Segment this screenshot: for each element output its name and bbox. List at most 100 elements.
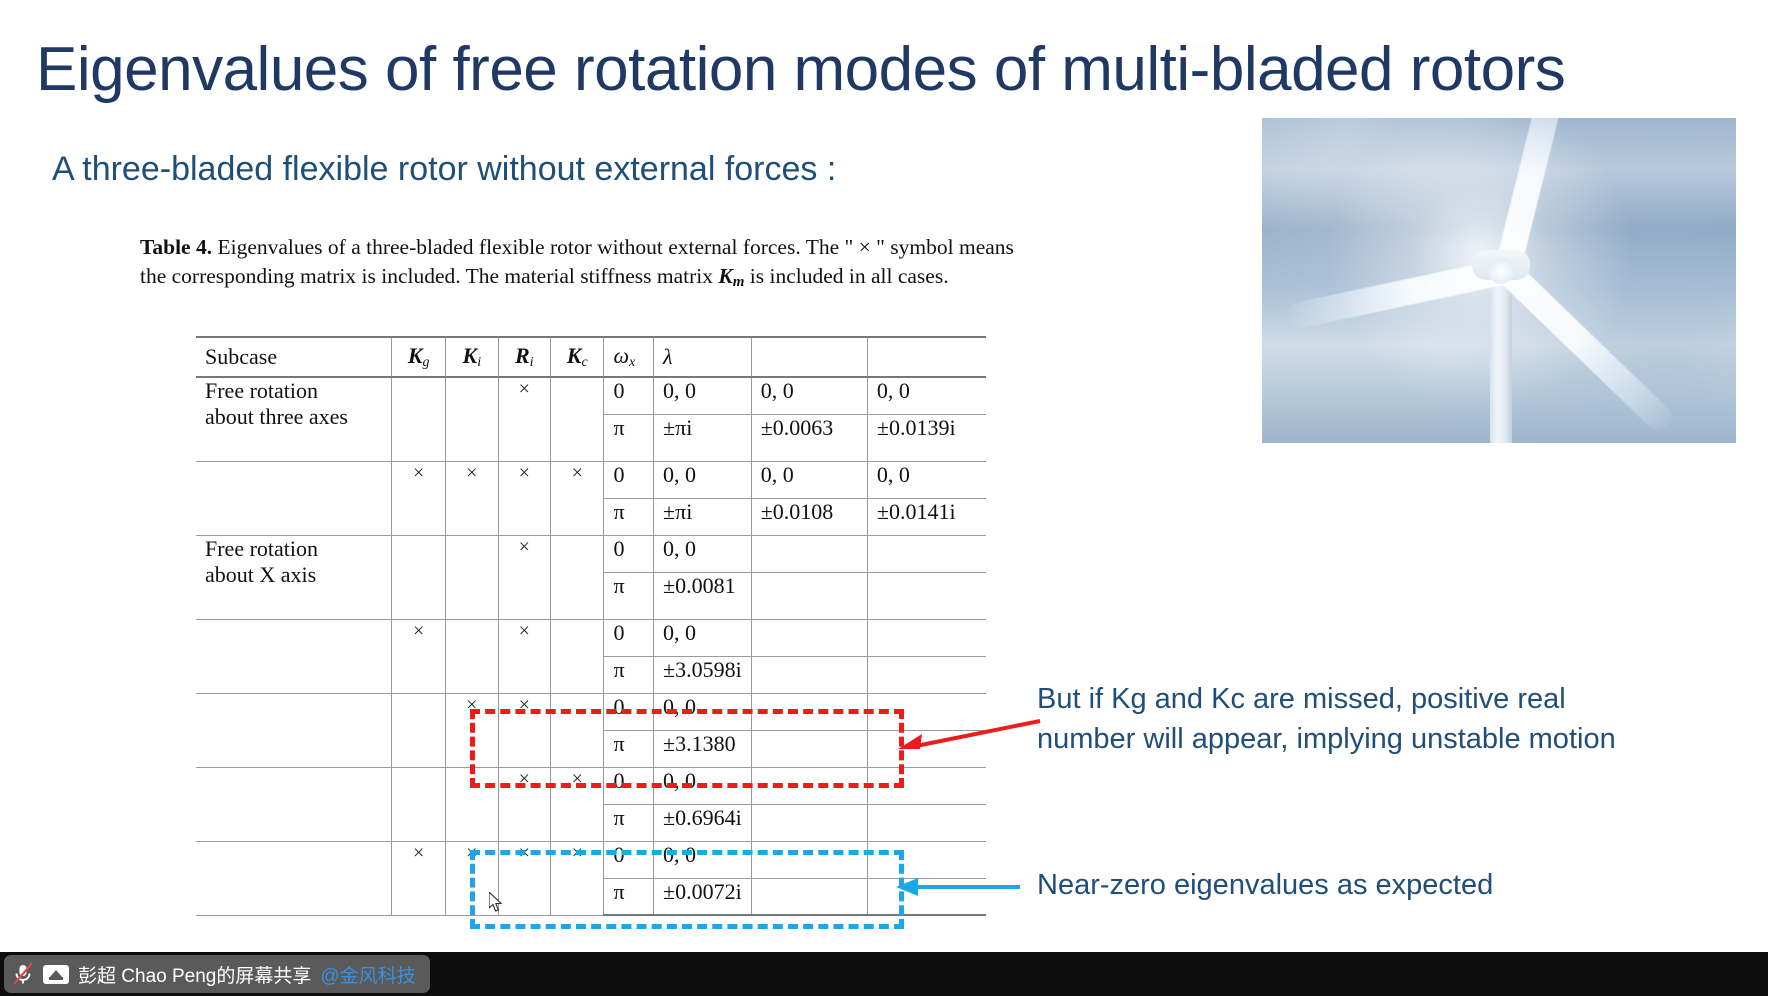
subcase-label-2: Free rotation about X axis [196,534,393,620]
mouse-cursor [489,892,503,912]
cell-lambda-1: 0, 0 [653,692,752,731]
cell-lambda-3: ±0.0139i [866,413,986,462]
screen-share-company: @金风科技 [320,965,416,987]
cell-lambda-2 [750,618,868,657]
cell-lambda-3 [866,877,986,916]
cell-omega: 0 [603,618,655,657]
cell-kg [391,766,447,842]
cell-lambda-2 [750,766,868,805]
cyan-arrow [896,878,1020,896]
cell-lambda-2 [750,655,868,694]
table-header-row: Subcase Kg Ki Ri Kc ωx λ [196,336,986,378]
table-caption-text-2: is included in all cases. [744,264,949,288]
table-caption-label: Table 4. [140,235,213,259]
cell-lambda-2 [750,877,868,916]
cell-lambda-1: ±0.0072i [653,877,752,916]
cell-kg: × [391,840,447,916]
table-row: × × 0 0, 0 [196,766,986,842]
cell-omega: 0 [603,534,655,573]
eigenvalue-table: Subcase Kg Ki Ri Kc ωx λ Free rotation ab… [196,336,986,916]
page-title: Eigenvalues of free rotation modes of mu… [36,35,1566,104]
cell-kc [549,692,605,768]
cell-lambda-1: ±3.1380 [653,729,752,768]
header-ki: Ki [445,336,499,378]
cell-ki [445,376,499,462]
taskbar: 彭超 Chao Peng的屏幕共享 @金风科技 [0,952,1768,996]
cell-omega: π [603,655,655,694]
cell-ki [445,618,499,694]
table-row-highlighted-red: × × 0 0, 0 [196,692,986,768]
table-row: π ±πi ±0.0063 ±0.0139i [196,413,986,462]
table-caption-matrix-subscript: m [732,274,745,290]
header-lambda-2 [750,336,868,378]
cell-omega: π [603,803,655,842]
cell-lambda-1: 0, 0 [653,460,752,499]
red-annotation-line2: number will appear, implying unstable mo… [1037,723,1616,755]
cell-omega: π [603,877,655,916]
cell-omega: 0 [603,840,655,879]
table-row: π ±0.0081 [196,571,986,620]
cell-lambda-2: ±0.0063 [750,413,868,462]
cell-lambda-2 [750,692,868,731]
table-row: × × × × 0 0, 0 0, 0 0, 0 [196,460,986,536]
cell-ri: × [497,534,551,620]
screen-share-icon[interactable] [43,964,69,984]
cell-lambda-3 [866,618,986,657]
subcase-label-blank [196,692,393,768]
cell-kc: × [549,840,605,916]
table-caption-matrix-symbol: K [718,264,733,288]
cell-kc [549,376,605,462]
subcase-label-1: Free rotation about three axes [196,376,393,462]
cell-omega: 0 [603,766,655,805]
cell-lambda-3 [866,534,986,573]
subcase-label-blank [196,840,393,916]
cell-omega: π [603,497,655,536]
header-ri: Ri [497,336,551,378]
cyan-annotation-line1: Near-zero eigenvalues as expected [1037,869,1494,901]
header-lambda-3 [866,336,986,378]
cell-lambda-1: ±πi [653,413,752,462]
cell-lambda-2: 0, 0 [750,376,868,415]
cell-ri: × [497,376,551,462]
cell-omega: 0 [603,692,655,731]
red-annotation-text: But if Kg and Kc are missed, positive re… [1037,679,1757,759]
table-row: Free rotation about three axes × 0 0, 0 0… [196,376,986,462]
red-annotation-line1: But if Kg and Kc are missed, positive re… [1037,683,1566,715]
table-row: Free rotation about X axis × 0 0, 0 [196,534,986,620]
cell-lambda-2: 0, 0 [750,460,868,499]
eigenvalue-table-wrapper: Subcase Kg Ki Ri Kc ωx λ Free rotation ab… [196,336,986,916]
cell-omega: π [603,413,655,462]
cell-ri: × [497,692,551,768]
cell-kc: × [549,766,605,842]
header-kg: Kg [391,336,447,378]
cell-ki [445,534,499,620]
cell-omega: π [603,729,655,768]
cell-kg [391,692,447,768]
screen-share-indicator[interactable]: 彭超 Chao Peng的屏幕共享 @金风科技 [4,955,430,993]
cell-ri: × [497,460,551,536]
table-row: × × 0 0, 0 [196,618,986,694]
cell-lambda-3 [866,840,986,879]
red-arrow [898,719,1041,749]
cell-lambda-1: 0, 0 [653,376,752,415]
cell-lambda-2 [750,803,868,842]
cell-lambda-2 [750,571,868,620]
cell-lambda-1: ±πi [653,497,752,536]
header-kc: Kc [549,336,605,378]
header-subcase: Subcase [196,336,393,378]
screen-share-label: 彭超 Chao Peng的屏幕共享 [78,965,312,987]
cell-kg: × [391,618,447,694]
cell-omega: 0 [603,460,655,499]
cell-lambda-3: ±0.0141i [866,497,986,536]
cell-kg [391,534,447,620]
turbine-tower [1490,264,1513,443]
cell-lambda-2: ±0.0108 [750,497,868,536]
table-caption-text-1: Eigenvalues of a three-bladed flexible r… [140,235,1014,288]
cell-lambda-2 [750,534,868,573]
mic-muted-icon[interactable] [12,962,34,986]
cell-lambda-3 [866,571,986,620]
cell-ki [445,766,499,842]
cell-lambda-1: 0, 0 [653,618,752,657]
table-row-highlighted-cyan: π ±0.0072i [196,877,986,916]
cell-ri: × [497,766,551,842]
